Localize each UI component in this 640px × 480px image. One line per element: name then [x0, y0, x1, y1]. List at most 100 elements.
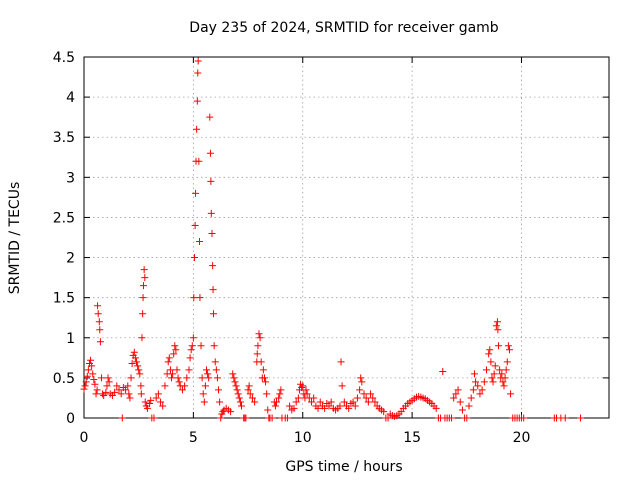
data-point — [175, 378, 183, 386]
data-point — [490, 370, 498, 378]
data-point — [577, 414, 585, 422]
data-point — [371, 398, 379, 406]
data-point — [492, 322, 500, 330]
data-point — [205, 374, 213, 382]
data-point — [141, 274, 149, 282]
data-point — [195, 157, 203, 165]
data-point — [276, 390, 284, 398]
data-point — [520, 414, 528, 422]
data-point — [316, 398, 324, 406]
x-axis-title: GPS time / hours — [285, 459, 402, 475]
data-point — [196, 294, 204, 302]
data-point — [137, 382, 145, 390]
y-tick-label: 1 — [66, 331, 75, 347]
data-point — [96, 338, 104, 346]
data-point — [233, 386, 241, 394]
tick-labels: 0 0.5 1 1.5 2 2.5 3 3.5 4 4.5 0 5 10 15 20 — [53, 50, 531, 446]
data-point — [171, 342, 179, 350]
data-point — [254, 342, 262, 350]
data-point — [277, 386, 285, 394]
data-point — [245, 382, 253, 390]
data-point — [496, 366, 504, 374]
data-point — [207, 177, 215, 185]
data-point — [364, 398, 372, 406]
data-point — [126, 394, 134, 402]
data-point — [168, 374, 175, 382]
y-tick-label: 2.5 — [53, 210, 75, 226]
data-point — [185, 366, 193, 374]
data-point — [325, 402, 333, 410]
data-point — [489, 378, 497, 386]
data-point — [164, 358, 172, 366]
data-point — [143, 404, 151, 412]
data-point — [83, 372, 91, 380]
data-point — [94, 302, 102, 310]
data-point — [452, 390, 460, 398]
data-point — [294, 394, 302, 402]
y-tick-label: 4.5 — [53, 50, 75, 66]
data-point — [483, 366, 490, 374]
data-point — [210, 342, 218, 350]
data-point — [211, 358, 219, 366]
data-point — [207, 209, 215, 217]
y-tick-label: 2 — [66, 251, 75, 267]
data-point — [273, 398, 280, 406]
data-point — [198, 374, 206, 382]
data-point — [150, 414, 158, 422]
data-point — [257, 358, 265, 366]
data-point — [493, 318, 501, 326]
data-point — [139, 294, 147, 302]
data-point — [507, 390, 515, 398]
data-point — [255, 330, 263, 338]
data-point — [478, 386, 486, 394]
data-point — [208, 229, 216, 237]
data-point — [491, 362, 499, 370]
data-point — [169, 370, 177, 378]
data-point — [113, 382, 121, 390]
data-point — [140, 282, 147, 290]
data-point — [188, 342, 196, 350]
data-point — [500, 382, 508, 390]
data-point — [193, 125, 201, 133]
data-point — [495, 342, 503, 350]
data-point — [197, 342, 205, 350]
data-point — [450, 394, 458, 402]
data-point — [472, 378, 480, 386]
data-point — [356, 386, 364, 394]
data-point — [219, 408, 227, 416]
data-point — [271, 402, 279, 410]
data-point — [229, 370, 237, 378]
data-point — [463, 414, 471, 422]
data-point — [336, 402, 344, 410]
y-tick-label: 0 — [66, 411, 75, 427]
data-point — [133, 358, 140, 366]
data-point — [102, 388, 110, 396]
data-point — [486, 346, 494, 354]
data-point — [283, 414, 291, 422]
y-tick-label: 1.5 — [53, 291, 75, 307]
data-point — [432, 404, 440, 412]
data-point — [124, 382, 132, 390]
data-point — [474, 382, 482, 390]
data-point — [494, 326, 502, 334]
data-point — [89, 370, 97, 378]
data-point — [501, 374, 509, 382]
data-point — [99, 390, 107, 398]
data-point — [210, 310, 217, 318]
data-point — [369, 394, 377, 402]
data-point — [95, 318, 103, 326]
data-point — [98, 374, 105, 382]
data-point — [217, 414, 225, 422]
data-point — [191, 221, 199, 229]
data-point — [212, 366, 220, 374]
data-point — [201, 382, 209, 390]
data-point — [337, 358, 345, 366]
data-point — [136, 370, 144, 378]
data-point — [186, 354, 194, 362]
data-point — [209, 262, 217, 270]
data-point — [485, 350, 493, 358]
data-point — [345, 404, 353, 412]
data-point — [367, 390, 375, 398]
data-point — [465, 402, 473, 410]
data-point — [216, 398, 224, 406]
